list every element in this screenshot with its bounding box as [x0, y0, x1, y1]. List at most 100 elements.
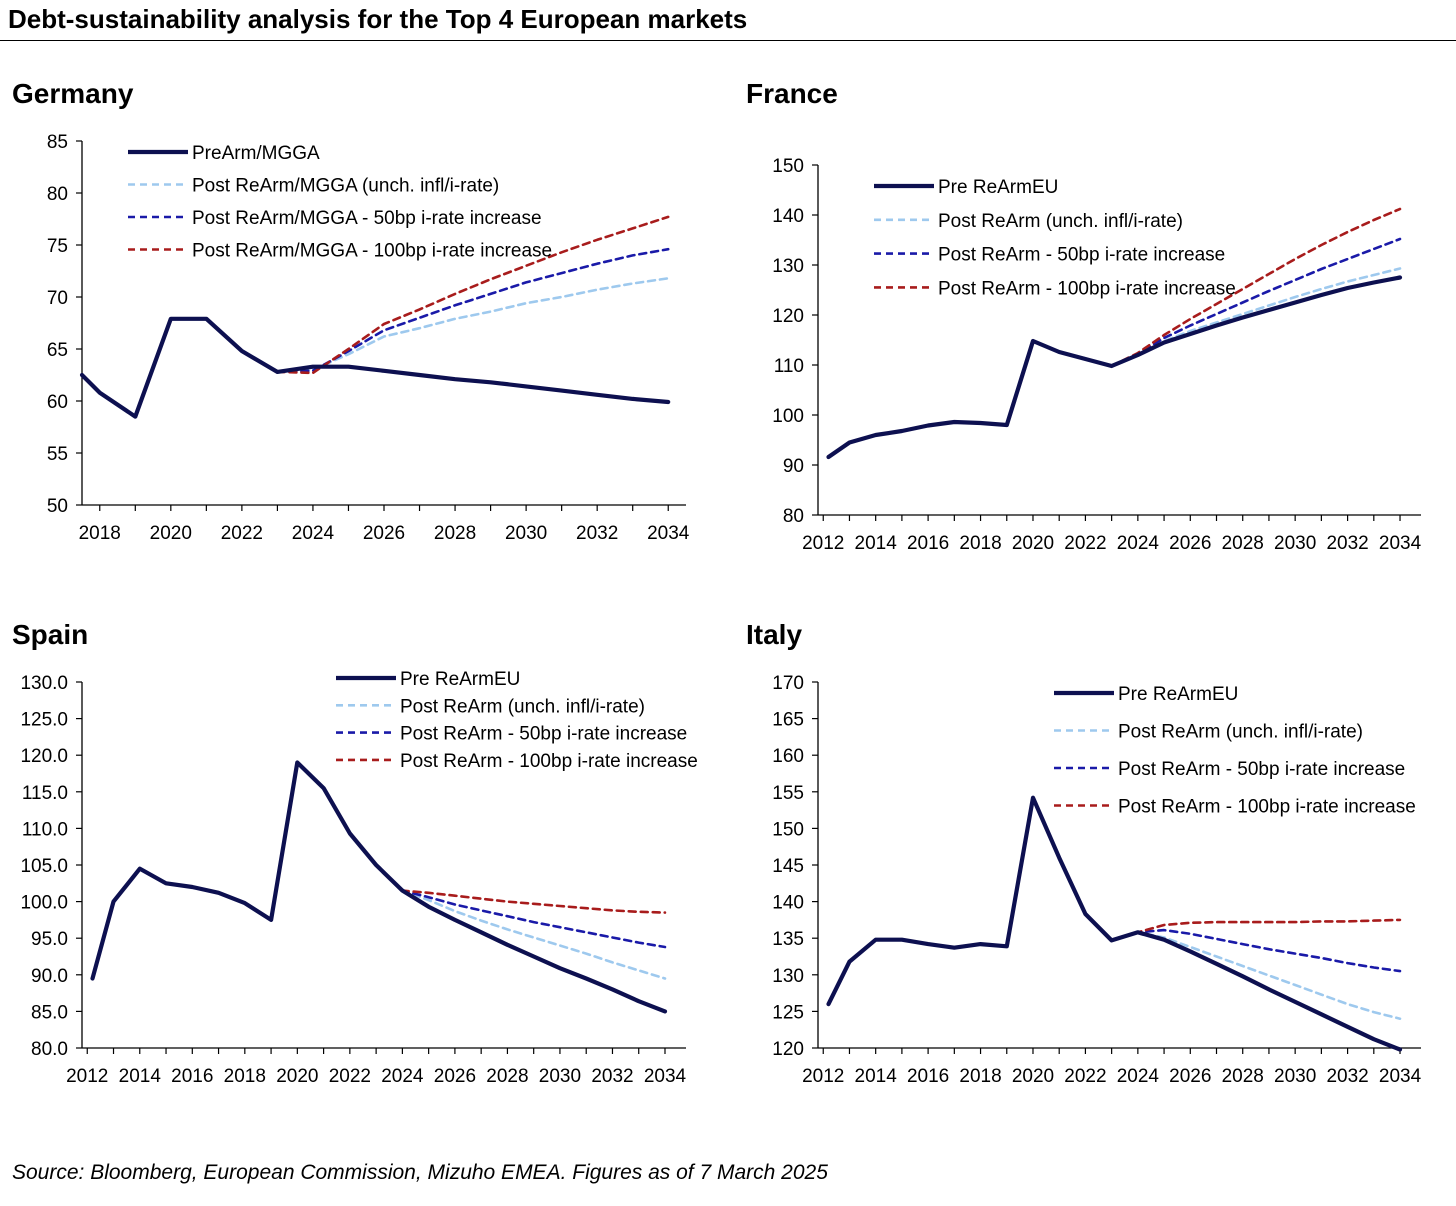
spain-x-tick-label: 2012: [66, 1066, 108, 1087]
france-x-tick-label: 2030: [1274, 533, 1316, 554]
spain-y-tick-label: 120.0: [20, 746, 68, 767]
spain-y-tick-label: 100.0: [20, 893, 68, 914]
germany-series-post-rearm-mgga-unch-infl-i-rate: [276, 276, 670, 374]
italy-y-tick-label: 165: [772, 710, 804, 731]
italy-x-tick-label: 2032: [1326, 1066, 1368, 1087]
france-y-tick-label: 90: [783, 456, 804, 477]
spain-legend-label: Post ReArm (unch. infl/i-rate): [400, 696, 645, 717]
spain-legend-label: Post ReArm - 50bp i-rate increase: [400, 724, 687, 745]
spain-x-tick-label: 2030: [539, 1066, 581, 1087]
spain-x-tick-label: 2016: [171, 1066, 213, 1087]
spain-legend-label: Pre ReArmEU: [400, 669, 520, 690]
france-legend-label: Pre ReArmEU: [938, 177, 1058, 198]
france-x-tick-label: 2012: [802, 533, 844, 554]
spain-series-post-rearm-50bp-i-rate-increase: [374, 863, 667, 949]
spain-x-tick-label: 2024: [381, 1066, 424, 1087]
italy-y-tick-label: 155: [772, 783, 804, 804]
germany-x-tick-label: 2034: [647, 523, 690, 544]
france-series-post-rearm-50bp-i-rate-increase: [1110, 237, 1402, 368]
france-x-tick-label: 2028: [1222, 533, 1264, 554]
spain-y-tick-label: 80.0: [31, 1039, 68, 1060]
france-legend-label: Post ReArm (unch. infl/i-rate): [938, 211, 1183, 232]
france-y-tick-label: 150: [772, 156, 804, 177]
panel-title-france: France: [746, 78, 838, 109]
france-y-tick-label: 120: [772, 306, 804, 327]
germany-y-tick-label: 65: [47, 340, 68, 361]
spain-y-tick-label: 105.0: [20, 856, 68, 877]
france-x-tick-label: 2022: [1064, 533, 1106, 554]
france-x-tick-label: 2018: [959, 533, 1001, 554]
france-legend-label: Post ReArm - 100bp i-rate increase: [938, 278, 1236, 299]
germany-legend-label: Post ReArm/MGGA - 50bp i-rate increase: [192, 208, 542, 229]
italy-y-tick-label: 130: [772, 966, 804, 987]
germany-series-post-rearm-mgga-50bp-i-rate-increase: [276, 247, 670, 374]
germany-legend-label: PreArm/MGGA: [192, 143, 320, 164]
panel-title-italy: Italy: [746, 619, 803, 650]
germany-x-tick-label: 2022: [221, 523, 263, 544]
germany-y-tick-label: 80: [47, 184, 68, 205]
italy-series-post-rearm-50bp-i-rate-increase: [1110, 928, 1402, 973]
italy-x-tick-label: 2020: [1012, 1066, 1054, 1087]
italy-x-tick-label: 2018: [959, 1066, 1001, 1087]
france-x-tick-label: 2016: [907, 533, 949, 554]
france-series-pre-rearmeu: [826, 275, 1403, 460]
germany-x-tick-label: 2018: [79, 523, 121, 544]
spain-x-tick-label: 2026: [434, 1066, 476, 1087]
italy-series-pre-rearmeu: [826, 795, 1403, 1052]
source-note: Source: Bloomberg, European Commission, …: [12, 1161, 828, 1184]
spain-y-tick-label: 130.0: [20, 673, 68, 694]
germany-x-tick-label: 2026: [363, 523, 405, 544]
germany-y-tick-label: 85: [47, 132, 68, 153]
italy-x-tick-label: 2030: [1274, 1066, 1316, 1087]
italy-x-tick-label: 2034: [1379, 1066, 1422, 1087]
germany-x-tick-label: 2020: [150, 523, 192, 544]
france-x-tick-label: 2026: [1169, 533, 1211, 554]
germany-y-tick-label: 70: [47, 288, 68, 309]
italy-y-tick-label: 160: [772, 746, 804, 767]
spain-x-tick-label: 2034: [644, 1066, 687, 1087]
spain-y-tick-label: 125.0: [20, 710, 68, 731]
france-x-tick-label: 2020: [1012, 533, 1054, 554]
italy-x-tick-label: 2024: [1117, 1066, 1160, 1087]
spain-y-tick-label: 85.0: [31, 1002, 68, 1023]
spain-series-post-rearm-100bp-i-rate-increase: [374, 863, 667, 914]
spain-legend-label: Post ReArm - 100bp i-rate increase: [400, 751, 698, 772]
france-y-tick-label: 100: [772, 406, 804, 427]
italy-x-tick-label: 2026: [1169, 1066, 1211, 1087]
france-series-post-rearm-100bp-i-rate-increase: [1110, 207, 1402, 368]
germany-y-tick-label: 50: [47, 496, 68, 517]
germany-x-tick-label: 2024: [292, 523, 335, 544]
italy-x-tick-label: 2022: [1064, 1066, 1106, 1087]
italy-x-tick-label: 2014: [855, 1066, 898, 1087]
france-y-tick-label: 140: [772, 206, 804, 227]
spain-y-tick-label: 110.0: [22, 819, 68, 840]
spain-series-post-rearm-unch-infl-i-rate: [374, 863, 667, 980]
italy-x-tick-label: 2012: [802, 1066, 844, 1087]
spain-x-tick-label: 2028: [486, 1066, 528, 1087]
germany-y-tick-label: 55: [47, 444, 68, 465]
germany-x-tick-label: 2032: [576, 523, 618, 544]
france-y-tick-label: 130: [772, 256, 804, 277]
italy-y-tick-label: 170: [772, 673, 804, 694]
germany-legend-label: Post ReArm/MGGA (unch. infl/i-rate): [192, 176, 499, 197]
italy-legend-label: Post ReArm (unch. infl/i-rate): [1118, 722, 1363, 743]
france-y-tick-label: 80: [783, 506, 804, 527]
panel-title-germany: Germany: [12, 78, 134, 109]
italy-y-tick-label: 135: [772, 929, 804, 950]
spain-y-tick-label: 90.0: [31, 966, 68, 987]
italy-series-post-rearm-unch-infl-i-rate: [1110, 930, 1402, 1021]
italy-y-tick-label: 150: [772, 819, 804, 840]
germany-y-tick-label: 60: [47, 392, 68, 413]
germany-series-post-rearm-mgga-100bp-i-rate-increase: [276, 215, 670, 375]
france-x-tick-label: 2024: [1117, 533, 1160, 554]
germany-legend-label: Post ReArm/MGGA - 100bp i-rate increase: [192, 241, 552, 262]
france-y-tick-label: 110: [774, 356, 804, 377]
italy-y-tick-label: 145: [772, 856, 804, 877]
italy-series-post-rearm-100bp-i-rate-increase: [1110, 918, 1402, 942]
panel-title-spain: Spain: [12, 619, 89, 650]
italy-legend-label: Post ReArm - 100bp i-rate increase: [1118, 797, 1416, 818]
